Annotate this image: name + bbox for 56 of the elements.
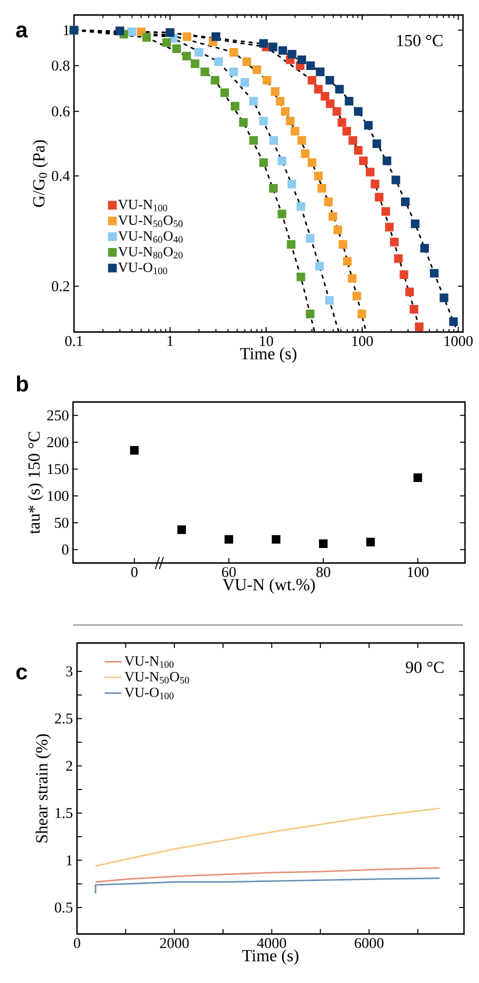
legend-label: VU-N$_{100}$: [124, 656, 174, 668]
y-tick-label: 100: [48, 490, 68, 501]
legend-label: VU-N$_{60}$O$_{40}$: [118, 231, 183, 243]
point: [177, 525, 186, 534]
x-tick-label: 6000: [354, 938, 384, 948]
x-axis-title: Time (s): [240, 348, 296, 363]
point: [130, 446, 139, 455]
y-tick-label: 3: [66, 666, 72, 676]
x-tick-label: 0: [74, 938, 80, 948]
point: [319, 539, 328, 548]
y-tick-label: 200: [47, 437, 68, 448]
x-tick-label: 100: [352, 336, 373, 346]
y-tick-label: 0.4: [52, 170, 70, 182]
y-axis-title: Shear strain (%): [36, 734, 51, 842]
text: c: [16, 668, 28, 680]
annotation: 150 °C: [397, 34, 442, 46]
x-tick-label: 80: [316, 567, 330, 578]
legend-label: VU-N$_{100}$: [118, 200, 168, 212]
y-tick-label: 150: [48, 464, 68, 474]
y-tick-label: 50: [54, 518, 68, 528]
y-axis-title: G/G$_{0}$ (Pa): [32, 140, 48, 207]
y-axis-title: tau* (s) 150 °C: [28, 432, 44, 534]
chart-title: a: [16, 26, 28, 38]
y-tick-label: 0.2: [52, 281, 70, 292]
point: [413, 473, 422, 482]
x-axis-title: Time (s): [242, 949, 298, 965]
point: [366, 538, 375, 546]
y-tick-label: 2.5: [54, 714, 72, 724]
legend-label: VU-N$_{50}$O$_{50}$: [118, 216, 183, 228]
y-tick-label: 1: [66, 855, 72, 866]
x-tick-label: 0.1: [65, 336, 82, 346]
x-tick-label: 1000: [444, 336, 473, 346]
y-tick-label: 1: [64, 25, 70, 36]
y-tick-label: 250: [47, 410, 68, 420]
x-tick-label: 60: [222, 567, 236, 578]
legend-label: VU-N$_{50}$O$_{50}$: [124, 672, 190, 684]
y-tick-label: 0: [62, 544, 68, 555]
y-tick-label: 2: [66, 760, 72, 771]
x-axis-title: VU-N (wt.%): [222, 578, 315, 594]
y-tick-label: 0.5: [54, 902, 72, 913]
x-tick-label: 4000: [257, 938, 286, 948]
legend-label: VU-N$_{80}$O$_{20}$: [118, 246, 183, 258]
y-tick-label: 0.8: [52, 60, 70, 71]
point: [224, 535, 234, 544]
y-tick-label: 1.5: [56, 808, 72, 818]
legend-label: VU-O$_{100}$: [118, 262, 168, 274]
point: [272, 535, 280, 544]
annotation: 90 °C: [406, 662, 444, 674]
x-tick-label: 1: [168, 336, 173, 346]
chart-title: b: [16, 376, 28, 392]
x-tick-label: 10: [260, 336, 274, 346]
x-tick-label: 0: [131, 567, 138, 578]
y-tick-label: 0.6: [52, 106, 70, 117]
x-tick-label: 100: [408, 567, 428, 578]
x-tick-label: 2000: [160, 938, 189, 948]
legend-label: VU-O$_{100}$: [124, 688, 174, 700]
